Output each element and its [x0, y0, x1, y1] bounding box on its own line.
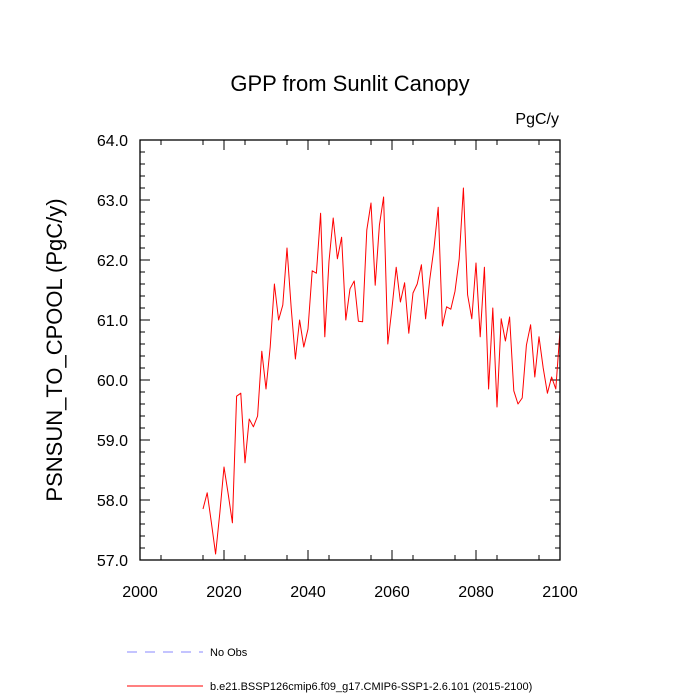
chart-title: GPP from Sunlit Canopy — [230, 71, 469, 96]
y-tick-label: 61.0 — [97, 313, 128, 330]
x-tick-label: 2020 — [206, 584, 242, 601]
legend-label-model: b.e21.BSSP126cmip6.f09_g17.CMIP6-SSP1-2.… — [210, 681, 532, 693]
units-label: PgC/y — [515, 111, 559, 128]
y-tick-label: 64.0 — [97, 133, 128, 150]
y-axis-label: PSNSUN_TO_CPOOL (PgC/y) — [42, 198, 67, 501]
x-tick-label: 2080 — [458, 584, 494, 601]
plot-frame — [139, 139, 561, 561]
y-tick-label: 62.0 — [97, 253, 128, 270]
x-tick-label: 2000 — [122, 584, 158, 601]
y-tick-label: 57.0 — [97, 553, 128, 570]
axis-tick-labels: 2000 2020 2040 2060 2080 2100 57.0 58.0 59.0 60.0… — [97, 133, 578, 601]
y-tick-label: 58.0 — [97, 493, 128, 510]
series-line — [202, 187, 561, 555]
legend: No Obs b.e21.BSSP126cmip6.f09_g17.CMIP6-… — [127, 647, 532, 693]
x-tick-label: 2060 — [374, 584, 410, 601]
y-tick-label: 63.0 — [97, 193, 128, 210]
x-tick-label: 2040 — [290, 584, 326, 601]
y-tick-label: 60.0 — [97, 373, 128, 390]
y-tick-label: 59.0 — [97, 433, 128, 450]
x-tick-label: 2100 — [542, 584, 578, 601]
legend-label-no-obs: No Obs — [210, 647, 248, 659]
plot-series — [202, 187, 561, 555]
axis-ticks — [139, 139, 561, 561]
